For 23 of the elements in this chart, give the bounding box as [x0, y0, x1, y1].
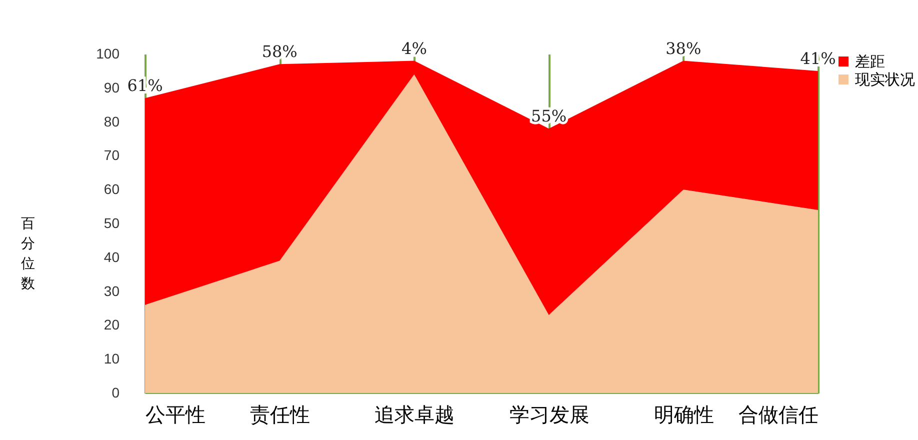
x-tick-label: 公平性	[146, 402, 206, 426]
y-tick-label: 50	[104, 215, 120, 231]
y-tick-label: 20	[104, 316, 120, 333]
legend-label: 现实状况	[855, 70, 915, 88]
y-tick-label: 10	[104, 350, 120, 367]
y-tick-label: 100	[96, 46, 120, 62]
data-label: 4%	[402, 38, 427, 58]
y-tick-label: 40	[104, 248, 120, 265]
y-tick-label: 60	[104, 181, 120, 198]
x-tick-label: 追求卓越	[374, 402, 455, 426]
data-label: 38%	[666, 38, 702, 58]
x-tick-label: 合做信任	[738, 402, 818, 426]
y-axis-title: 百分位数	[21, 216, 36, 292]
y-tick-label: 80	[104, 113, 120, 130]
y-tick-label: 0	[112, 384, 120, 400]
x-tick-label: 学习发展	[509, 402, 590, 426]
y-tick-label: 70	[104, 147, 120, 164]
legend-label: 差距	[855, 52, 885, 70]
data-label: 58%	[262, 42, 298, 62]
y-tick-label: 90	[104, 79, 120, 96]
x-tick-label: 明确性	[654, 402, 714, 426]
y-tick-label: 30	[104, 282, 120, 299]
x-tick-label: 责任性	[250, 402, 310, 426]
